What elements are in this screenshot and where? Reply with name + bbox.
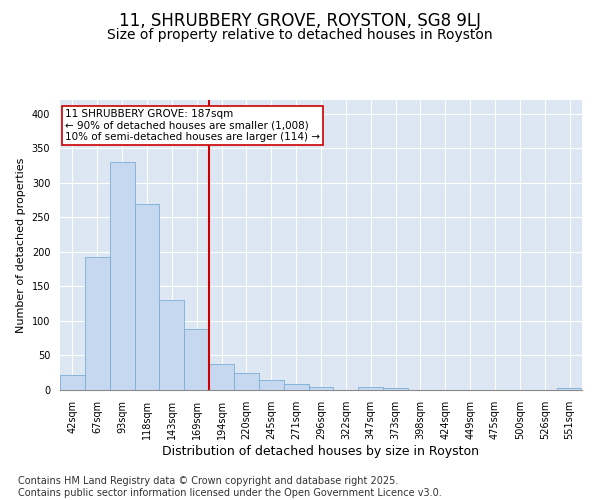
Bar [358, 387, 383, 390]
Text: Size of property relative to detached houses in Royston: Size of property relative to detached ho… [107, 28, 493, 42]
Bar [85, 256, 110, 390]
Text: Contains HM Land Registry data © Crown copyright and database right 2025.
Contai: Contains HM Land Registry data © Crown c… [18, 476, 442, 498]
Bar [259, 380, 284, 390]
Bar [308, 386, 334, 390]
Bar [134, 204, 160, 390]
Bar [60, 375, 85, 390]
Bar [184, 329, 209, 390]
Bar [209, 364, 234, 390]
Text: 11 SHRUBBERY GROVE: 187sqm
← 90% of detached houses are smaller (1,008)
10% of s: 11 SHRUBBERY GROVE: 187sqm ← 90% of deta… [65, 108, 320, 142]
Bar [110, 162, 134, 390]
Bar [284, 384, 308, 390]
Bar [557, 388, 582, 390]
Text: 11, SHRUBBERY GROVE, ROYSTON, SG8 9LJ: 11, SHRUBBERY GROVE, ROYSTON, SG8 9LJ [119, 12, 481, 30]
X-axis label: Distribution of detached houses by size in Royston: Distribution of detached houses by size … [163, 444, 479, 458]
Bar [160, 300, 184, 390]
Bar [383, 388, 408, 390]
Bar [234, 374, 259, 390]
Y-axis label: Number of detached properties: Number of detached properties [16, 158, 26, 332]
